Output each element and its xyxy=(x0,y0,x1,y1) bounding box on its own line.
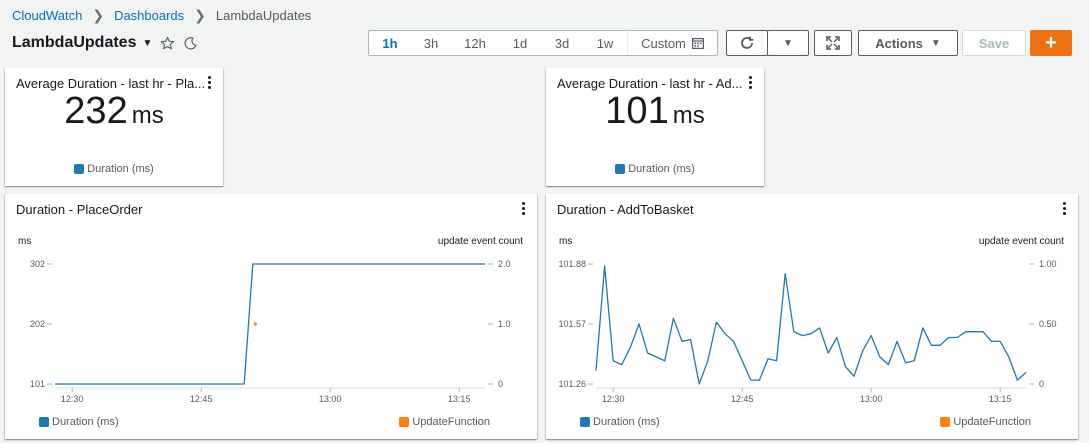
widget-title: Duration - PlaceOrder xyxy=(16,202,143,217)
x-tick-label: 12:30 xyxy=(61,394,84,404)
breadcrumb: CloudWatch ❯ Dashboards ❯ LambdaUpdates xyxy=(12,6,311,24)
chart-widget-placeorder: Duration - PlaceOrder ms update event cou… xyxy=(5,194,537,439)
save-button[interactable]: Save xyxy=(962,30,1026,56)
widget-menu-icon[interactable] xyxy=(1061,200,1068,217)
single-value-widget-placeorder: Average Duration - last hr - Pla... 232 m… xyxy=(5,68,223,186)
y-tick-label: 302 xyxy=(30,259,45,269)
calendar-icon xyxy=(691,37,704,49)
fullscreen-icon xyxy=(826,36,840,50)
x-tick-label: 12:30 xyxy=(602,394,625,404)
time-range-3h[interactable]: 3h xyxy=(423,35,439,51)
legend-swatch xyxy=(615,164,626,174)
x-tick-label: 13:00 xyxy=(319,394,342,404)
data-point xyxy=(253,322,257,326)
fullscreen-button[interactable] xyxy=(814,30,852,56)
y-tick-label: 101.26 xyxy=(558,379,586,389)
series-line xyxy=(595,265,1027,385)
y2-tick-label: 1.00 xyxy=(1039,259,1057,269)
actions-label: Actions xyxy=(875,35,923,51)
y2-axis-unit-label: update event count xyxy=(979,236,1064,247)
y-axis-unit-label: ms xyxy=(18,236,31,247)
y-tick-label: 101 xyxy=(30,379,45,389)
line-chart: ms update event count 302 202 101 2.0 1.0 0 12:3… xyxy=(18,236,523,404)
chevron-down-icon: ▼ xyxy=(783,37,793,49)
single-value-number: 101 xyxy=(605,90,669,132)
breadcrumb-current: LambdaUpdates xyxy=(215,7,312,23)
legend-item-updatefunction[interactable]: UpdateFunction xyxy=(399,416,490,428)
legend-swatch xyxy=(74,164,85,174)
legend-label: UpdateFunction xyxy=(953,416,1031,428)
legend-swatch xyxy=(39,417,49,427)
widget-title: Average Duration - last hr - Pla... xyxy=(16,76,206,91)
y2-axis-unit-label: update event count xyxy=(438,236,523,247)
legend-item-duration[interactable]: Duration (ms) xyxy=(580,416,660,428)
time-range-1h[interactable]: 1h xyxy=(382,35,398,51)
single-value: 101 ms xyxy=(546,90,764,133)
breadcrumb-separator-icon: ❯ xyxy=(92,6,105,23)
single-value-unit: ms xyxy=(672,102,705,129)
single-value: 232 ms xyxy=(5,90,223,133)
widget-legend: Duration (ms) xyxy=(546,163,764,175)
breadcrumb-cloudwatch-link[interactable]: CloudWatch xyxy=(12,7,83,23)
widget-title: Duration - AddToBasket xyxy=(557,202,694,217)
page-title: LambdaUpdates xyxy=(12,34,137,51)
y2-tick-label: 0 xyxy=(1039,379,1044,389)
y2-tick-label: 2.0 xyxy=(498,259,511,269)
widget-menu-icon[interactable] xyxy=(747,74,754,91)
legend-label: UpdateFunction xyxy=(412,416,490,428)
time-range-1d[interactable]: 1d xyxy=(512,35,528,51)
legend-swatch xyxy=(940,417,951,427)
time-range-custom[interactable]: Custom xyxy=(627,31,717,55)
refresh-options-dropdown[interactable]: ▼ xyxy=(767,30,809,56)
single-value-widget-addtobasket: Average Duration - last hr - Ad... 101 ms… xyxy=(546,68,764,186)
y-axis-unit-label: ms xyxy=(559,236,572,247)
x-tick-label: 13:15 xyxy=(448,394,471,404)
single-value-number: 232 xyxy=(64,90,128,132)
series-line xyxy=(55,263,485,385)
y2-tick-label: 0 xyxy=(498,379,503,389)
legend-item-duration[interactable]: Duration (ms) xyxy=(39,416,119,428)
dark-mode-moon-icon[interactable] xyxy=(183,36,198,51)
breadcrumb-dashboards-link[interactable]: Dashboards xyxy=(114,7,185,23)
legend-item-updatefunction[interactable]: UpdateFunction xyxy=(940,416,1031,428)
refresh-button[interactable] xyxy=(726,30,768,56)
legend-label: Duration (ms) xyxy=(87,163,154,175)
widget-legend: Duration (ms) xyxy=(5,163,223,175)
x-tick-label: 13:00 xyxy=(860,394,883,404)
breadcrumb-separator-icon: ❯ xyxy=(194,6,206,23)
widget-menu-icon[interactable] xyxy=(520,200,527,217)
widget-title: Average Duration - last hr - Ad... xyxy=(557,76,743,91)
x-tick-label: 12:45 xyxy=(731,394,754,404)
chevron-down-icon: ▼ xyxy=(930,37,941,49)
single-value-unit: ms xyxy=(131,102,164,129)
chart-widget-addtobasket: Duration - AddToBasket ms update event co… xyxy=(546,194,1078,439)
actions-button[interactable]: Actions ▼ xyxy=(858,30,958,56)
y-tick-label: 202 xyxy=(30,319,45,329)
time-range-selector: 1h 3h 12h 1d 3d 1w Custom xyxy=(368,30,718,56)
legend-label: Duration (ms) xyxy=(593,416,660,428)
time-range-1w[interactable]: 1w xyxy=(596,35,614,51)
time-range-3d[interactable]: 3d xyxy=(554,35,570,51)
legend-swatch xyxy=(580,417,590,427)
y2-tick-label: 1.0 xyxy=(498,319,511,329)
save-label: Save xyxy=(978,35,1010,51)
dashboard-switcher-caret-icon[interactable]: ▼ xyxy=(142,37,153,49)
dashboard-header: LambdaUpdates ▼ xyxy=(12,32,198,54)
line-chart: ms update event count 101.88 101.57 101.26 1.… xyxy=(558,236,1064,404)
legend-label: Duration (ms) xyxy=(52,416,119,428)
refresh-icon xyxy=(739,35,755,51)
x-tick-label: 12:45 xyxy=(190,394,213,404)
y-tick-label: 101.88 xyxy=(558,259,586,269)
legend-swatch xyxy=(399,417,410,427)
x-tick-label: 13:15 xyxy=(989,394,1012,404)
legend-label: Duration (ms) xyxy=(628,163,695,175)
plus-icon: + xyxy=(1045,31,1057,54)
time-range-12h[interactable]: 12h xyxy=(464,35,486,51)
y2-tick-label: 0.50 xyxy=(1039,319,1057,329)
favorite-star-icon[interactable] xyxy=(160,36,175,51)
widget-menu-icon[interactable] xyxy=(206,74,213,91)
y-tick-label: 101.57 xyxy=(558,319,586,329)
add-widget-button[interactable]: + xyxy=(1030,30,1072,56)
